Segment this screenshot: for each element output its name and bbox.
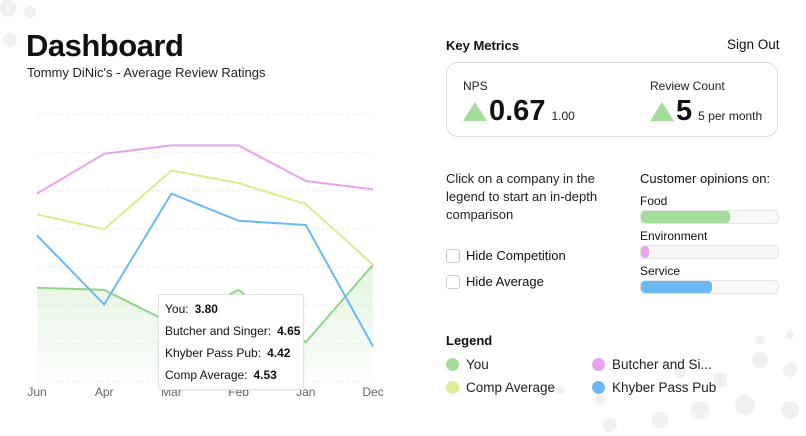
- review-count-value: 5: [676, 95, 693, 127]
- sign-out-link[interactable]: Sign Out: [727, 37, 780, 52]
- nps-sub: 1.00: [551, 109, 575, 123]
- opinion-environment: Environment: [640, 229, 779, 259]
- trend-up-icon: [650, 102, 674, 121]
- tooltip-row-butcher: Butcher and Singer: 4.65: [165, 324, 301, 338]
- review-count-sub: 5 per month: [698, 109, 763, 123]
- tooltip-row-you: You: 3.80: [165, 302, 218, 316]
- help-text: Click on a company in the legend to star…: [446, 171, 598, 222]
- legend-dot-icon: [592, 381, 605, 394]
- nps-value: 0.67: [489, 95, 546, 127]
- hide-average-checkbox[interactable]: Hide Average: [446, 274, 544, 289]
- legend-dot-icon: [446, 358, 459, 371]
- legend-title: Legend: [446, 333, 493, 348]
- tooltip-row-average: Comp Average: 4.53: [165, 368, 277, 382]
- key-metrics-title: Key Metrics: [446, 38, 519, 53]
- opinions-title: Customer opinions on:: [640, 171, 771, 186]
- series-line-comp-average: [36, 169, 374, 266]
- service-bar: [640, 280, 779, 294]
- legend-dot-icon: [446, 381, 459, 394]
- hide-competition-checkbox[interactable]: Hide Competition: [446, 248, 566, 263]
- series-line-butcher-and-singer: [36, 144, 374, 195]
- page-title: Dashboard: [26, 28, 184, 63]
- legend-item-comp-average[interactable]: Comp Average: [446, 380, 555, 395]
- x-tick-label: Apr: [95, 385, 114, 399]
- x-tick-label: Dec: [362, 385, 383, 399]
- checkbox-box[interactable]: [446, 248, 460, 263]
- opinion-food: Food: [640, 194, 779, 224]
- chart-tooltip: You: 3.80 Butcher and Singer: 4.65 Khyber …: [158, 294, 304, 390]
- legend-item-khyber[interactable]: Khyber Pass Pub: [592, 380, 716, 395]
- legend-dot-icon: [592, 358, 605, 371]
- legend-item-butcher[interactable]: Butcher and Si...: [592, 357, 712, 372]
- key-metrics-card: NPS 0.67 1.00 Review Count 5 5 per month: [446, 62, 778, 137]
- tooltip-row-khyber: Khyber Pass Pub: 4.42: [165, 346, 291, 360]
- food-bar: [640, 210, 779, 224]
- trend-up-icon: [463, 102, 487, 121]
- environment-bar: [640, 245, 779, 259]
- x-tick-label: Jun: [27, 385, 46, 399]
- page-subtitle: Tommy DiNic's - Average Review Ratings: [27, 65, 266, 80]
- review-count-metric: Review Count 5 5 per month: [650, 79, 762, 128]
- checkbox-box[interactable]: [446, 274, 460, 289]
- opinion-service: Service: [640, 264, 779, 294]
- nps-label: NPS: [463, 79, 488, 93]
- review-count-label: Review Count: [650, 79, 725, 93]
- nps-metric: NPS 0.67 1.00: [463, 79, 575, 128]
- legend-item-you[interactable]: You: [446, 357, 489, 372]
- series-line-khyber-pass-pub: [36, 192, 374, 347]
